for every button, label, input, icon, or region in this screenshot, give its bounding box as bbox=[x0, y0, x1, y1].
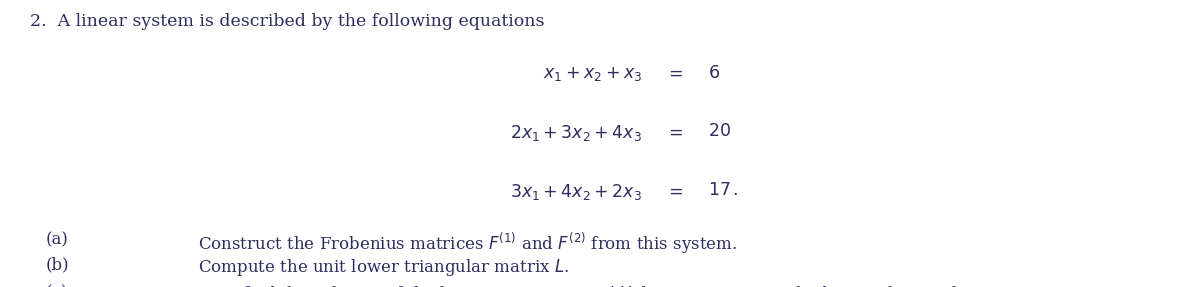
Text: $6$: $6$ bbox=[708, 65, 720, 82]
Text: (c): (c) bbox=[46, 284, 68, 287]
Text: Construct the Frobenius matrices $F^{(1)}$ and $F^{(2)}$ from this system.: Construct the Frobenius matrices $F^{(1)… bbox=[198, 231, 737, 256]
Text: $17\,.$: $17\,.$ bbox=[708, 182, 738, 199]
Text: Compute the unit lower triangular matrix $L$.: Compute the unit lower triangular matrix… bbox=[198, 257, 569, 278]
Text: Now find the solution of the linear system using $LU$ decomposition method.  Use: Now find the solution of the linear syst… bbox=[198, 284, 1001, 287]
Text: $=$: $=$ bbox=[665, 182, 684, 199]
Text: $3x_1 + 4x_2 + 2x_3$: $3x_1 + 4x_2 + 2x_3$ bbox=[510, 182, 642, 202]
Text: $=$: $=$ bbox=[665, 65, 684, 82]
Text: (a): (a) bbox=[46, 231, 68, 248]
Text: $x_1 + x_2 + x_3$: $x_1 + x_2 + x_3$ bbox=[542, 65, 642, 83]
Text: $2x_1 + 3x_2 + 4x_3$: $2x_1 + 3x_2 + 4x_3$ bbox=[510, 123, 642, 144]
Text: 2.  A linear system is described by the following equations: 2. A linear system is described by the f… bbox=[30, 13, 545, 30]
Text: $=$: $=$ bbox=[665, 123, 684, 140]
Text: (b): (b) bbox=[46, 257, 70, 274]
Text: $20$: $20$ bbox=[708, 123, 731, 140]
